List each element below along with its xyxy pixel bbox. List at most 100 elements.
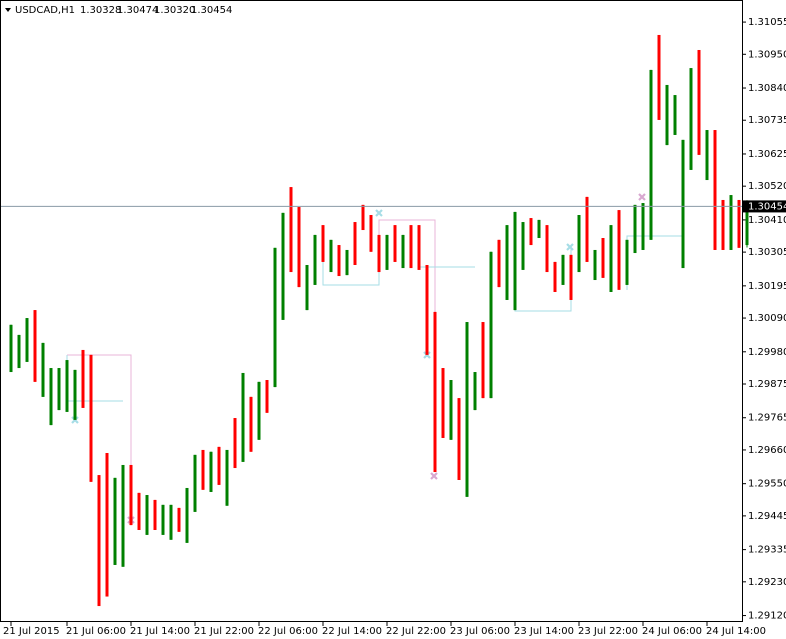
x-tick-label: 21 Jul 14:00	[130, 626, 190, 637]
bar-body	[289, 187, 293, 273]
bar-body	[673, 95, 677, 135]
bar-body	[89, 354, 93, 482]
y-tick-label: 1.29445	[748, 511, 786, 522]
bar-body	[609, 225, 613, 292]
bar-body	[297, 207, 301, 288]
marker	[71, 416, 79, 424]
bar-body	[113, 477, 117, 565]
bar-body	[665, 84, 669, 146]
bar-body	[305, 264, 309, 311]
bar-body	[537, 219, 541, 239]
bar-body	[313, 234, 317, 285]
x-tick-label: 21 Jul 06:00	[66, 626, 126, 637]
bar-body	[225, 449, 229, 506]
bar-body	[385, 234, 389, 270]
y-tick-label: 1.30950	[748, 49, 786, 60]
bar-body	[377, 234, 381, 273]
y-tick-label: 1.30520	[748, 181, 786, 192]
bar-body	[249, 396, 253, 452]
bar-body	[105, 453, 109, 597]
bar-body	[65, 360, 69, 412]
bar-body	[681, 139, 685, 269]
bar-body	[529, 218, 533, 246]
bar-body	[129, 464, 133, 526]
bar-body	[369, 215, 373, 252]
bar-body	[97, 475, 101, 607]
bar-body	[153, 499, 157, 530]
marker	[566, 243, 574, 251]
y-tick-label: 1.30840	[748, 83, 786, 94]
bar-body	[473, 372, 477, 411]
y-tick-label: 1.29230	[748, 577, 786, 588]
bar-body	[625, 239, 629, 285]
bar-body	[49, 368, 53, 426]
bar-body	[721, 199, 725, 250]
bar-body	[729, 195, 733, 250]
y-tick-label: 1.30735	[748, 115, 786, 126]
bar-body	[81, 349, 85, 408]
bar-body	[577, 215, 581, 273]
bar-body	[689, 68, 693, 170]
bar-body	[161, 504, 165, 535]
symbol: USDCAD,H1	[15, 5, 75, 16]
bar-body	[481, 322, 485, 399]
bar-body	[417, 225, 421, 270]
bar-body	[121, 464, 125, 567]
x-tick-label: 22 Jul 06:00	[258, 626, 318, 637]
bar-body	[593, 249, 597, 281]
bar-body	[449, 380, 453, 440]
x-tick-label: 23 Jul 06:00	[450, 626, 510, 637]
bar-body	[273, 247, 277, 388]
bar-body	[465, 322, 469, 497]
bar-body	[649, 69, 653, 240]
bar-body	[337, 245, 341, 277]
bar-body	[169, 504, 173, 540]
x-tick-label: 21 Jul 22:00	[194, 626, 254, 637]
bar-body	[513, 211, 517, 311]
y-tick-label: 1.31055	[748, 17, 786, 28]
price-label-box	[742, 200, 786, 213]
bar-body	[641, 203, 645, 250]
marker	[638, 193, 646, 201]
ohlc-close: 1.30454	[191, 5, 232, 16]
x-tick-label: 23 Jul 14:00	[514, 626, 574, 637]
bar-body	[697, 49, 701, 155]
bar-body	[409, 225, 413, 269]
bar-body	[145, 495, 149, 535]
bar-body	[345, 249, 349, 276]
x-tick-label: 24 Jul 14:00	[706, 626, 766, 637]
bar-body	[441, 368, 445, 438]
marker	[375, 209, 383, 217]
bar-body	[401, 234, 405, 269]
bar-body	[185, 487, 189, 543]
bar-body	[601, 238, 605, 278]
x-tick-label: 21 Jul 2015	[3, 626, 60, 637]
bar-body	[233, 418, 237, 469]
bar-body	[17, 334, 21, 369]
y-tick-label: 1.30195	[748, 281, 786, 292]
y-tick-label: 1.30090	[748, 313, 786, 324]
bar-body	[33, 310, 37, 382]
ohlc-open: 1.30328	[80, 5, 121, 16]
y-tick-label: 1.29980	[748, 347, 786, 358]
bar-body	[521, 222, 525, 270]
bar-body	[561, 254, 565, 285]
bar-body	[569, 254, 573, 300]
y-tick-label: 1.30410	[748, 215, 786, 226]
header: USDCAD,H1 1.30328 1.30474 1.30320 1.3045…	[5, 5, 232, 16]
bar-body	[257, 381, 261, 440]
y-tick-label: 1.30305	[748, 247, 786, 258]
bar-body	[281, 212, 285, 320]
bar-body	[57, 368, 61, 411]
ohlc-low: 1.30320	[154, 5, 195, 16]
bar-body	[193, 454, 197, 512]
x-tick-label: 22 Jul 14:00	[322, 626, 382, 637]
bar-body	[633, 204, 637, 254]
bar-body	[425, 264, 429, 355]
marker	[430, 472, 438, 480]
y-tick-label: 1.30625	[748, 149, 786, 160]
bar-body	[713, 130, 717, 250]
y-tick-label: 1.29660	[748, 445, 786, 456]
bar-body	[329, 239, 333, 273]
